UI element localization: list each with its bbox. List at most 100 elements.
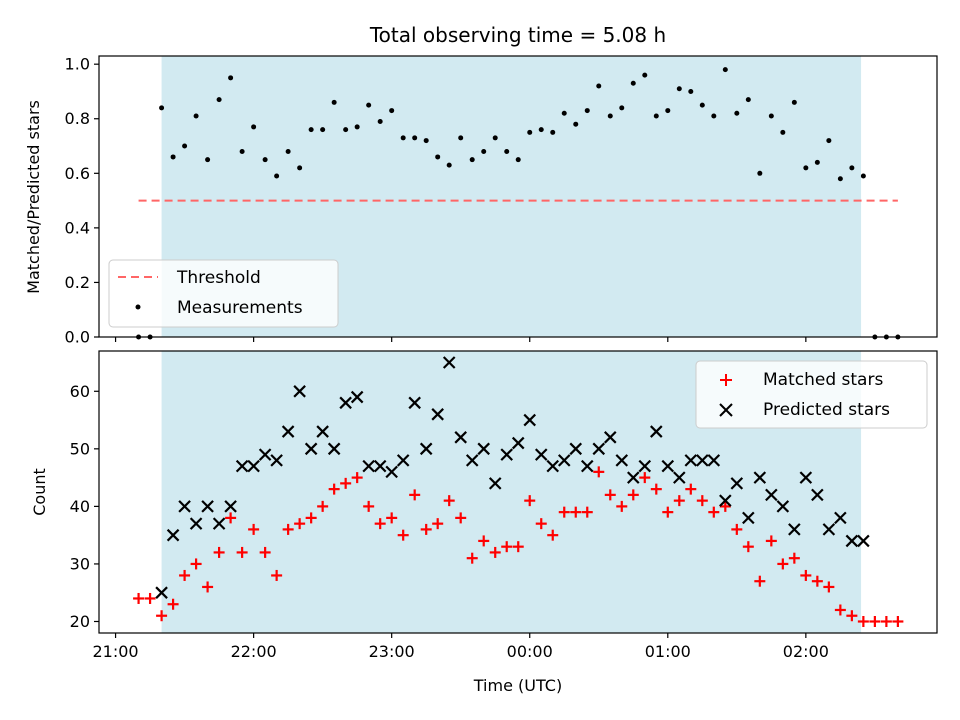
predicted-star-point — [235, 459, 249, 473]
matched-star-point — [639, 472, 651, 484]
predicted-star-point — [281, 425, 295, 438]
matched-star-point — [294, 518, 306, 530]
predicted-star-point — [362, 459, 375, 473]
measurement-point — [216, 97, 222, 103]
predicted-star-point — [477, 442, 490, 456]
predicted-star-point — [650, 425, 663, 438]
measurement-point — [423, 138, 429, 144]
measurement-point — [745, 97, 751, 103]
measurement-points — [136, 67, 901, 340]
measurement-point — [607, 113, 613, 119]
measurement-point — [274, 173, 280, 179]
matched-star-point — [719, 500, 731, 512]
measurement-point — [722, 67, 728, 73]
star-count-points — [133, 356, 904, 627]
predicted-star-point — [454, 431, 467, 444]
predicted-star-point — [247, 459, 260, 473]
count-plot-frame — [98, 350, 938, 634]
measurement-point — [653, 113, 659, 119]
matched-star-point — [892, 615, 904, 627]
predicted-star-point — [385, 465, 398, 479]
matched-star-point — [374, 518, 386, 530]
predicted-star-point — [557, 454, 571, 467]
y-tick-label: 40 — [70, 497, 90, 516]
x-axis-label: Time (UTC) — [473, 676, 562, 695]
measurement-point — [159, 105, 165, 111]
predicted-star-point — [638, 459, 652, 473]
y-tick-label: 20 — [70, 612, 90, 631]
matched-star-point — [305, 512, 317, 524]
measurement-point — [228, 75, 234, 81]
predicted-star-point — [603, 431, 617, 444]
predicted-star-point — [224, 500, 237, 513]
measurement-point — [366, 102, 372, 108]
predicted-star-point — [592, 442, 606, 456]
predicted-star-point — [270, 454, 283, 467]
matched-star-point — [650, 483, 662, 495]
matched-star-point — [167, 598, 179, 610]
predicted-star-point — [442, 356, 456, 369]
predicted-star-point — [788, 523, 801, 536]
x-tick-label: 23:00 — [369, 642, 415, 661]
predicted-star-point — [696, 454, 709, 467]
predicted-star-point — [546, 459, 560, 473]
predicted-star-point — [730, 477, 744, 490]
measurement-point — [665, 108, 671, 114]
measurement-point — [538, 127, 544, 133]
matched-star-point — [708, 506, 720, 518]
matched-star-point — [823, 581, 835, 593]
measurement-point — [826, 138, 832, 144]
predicted-star-point — [615, 454, 629, 467]
y-tick-label: 50 — [70, 439, 90, 458]
measurement-point — [814, 159, 820, 165]
matched-star-point — [857, 615, 869, 627]
matched-star-point — [466, 552, 478, 564]
y-tick-label: 0.4 — [65, 218, 90, 237]
measurement-point — [170, 154, 176, 160]
measurement-point — [711, 113, 717, 119]
matched-star-point — [340, 477, 352, 489]
predicted-star-point — [339, 396, 352, 410]
measurement-point — [377, 118, 383, 124]
measurement-point — [757, 170, 763, 176]
matched-star-point — [685, 483, 697, 495]
measurement-point — [791, 99, 797, 105]
matched-star-point — [156, 610, 168, 622]
measurement-point — [343, 127, 349, 133]
measurement-point — [239, 148, 245, 154]
measurement-point — [561, 110, 567, 116]
matched-star-point — [581, 506, 593, 518]
matched-star-point — [259, 546, 271, 558]
matched-star-point — [420, 523, 432, 535]
measurement-point — [297, 165, 303, 171]
chart-title: Total observing time = 5.08 h — [369, 23, 666, 47]
ratio-y-ticks: 0.0 0.2 0.4 0.6 0.8 1.0 — [65, 55, 99, 347]
predicted-star-point — [661, 459, 675, 473]
measurement-point — [205, 157, 211, 163]
measurement-point — [780, 129, 786, 135]
matched-star-point — [558, 506, 570, 518]
matched-star-point — [616, 500, 628, 512]
x-tick-label: 22:00 — [231, 642, 277, 661]
matched-star-point — [190, 558, 202, 570]
matched-star-point — [501, 541, 513, 553]
predicted-star-point — [845, 534, 859, 548]
measurement-point — [688, 88, 694, 94]
y-tick-label: 0.8 — [65, 109, 90, 128]
predicted-star-point — [178, 500, 191, 513]
predicted-star-point — [212, 517, 226, 530]
predicted-star-point — [258, 448, 272, 461]
predicted-star-point — [719, 494, 732, 507]
matched-star-point — [236, 546, 248, 558]
measurement-point — [320, 127, 326, 133]
measurement-point — [849, 165, 855, 171]
matched-star-point — [202, 581, 214, 593]
matched-star-point — [455, 512, 467, 524]
matched-star-point — [351, 472, 363, 484]
predicted-star-point — [189, 517, 203, 530]
matched-star-point — [225, 512, 237, 524]
predicted-star-point — [707, 454, 721, 467]
measurement-point — [481, 148, 487, 154]
predicted-star-point — [811, 488, 824, 502]
